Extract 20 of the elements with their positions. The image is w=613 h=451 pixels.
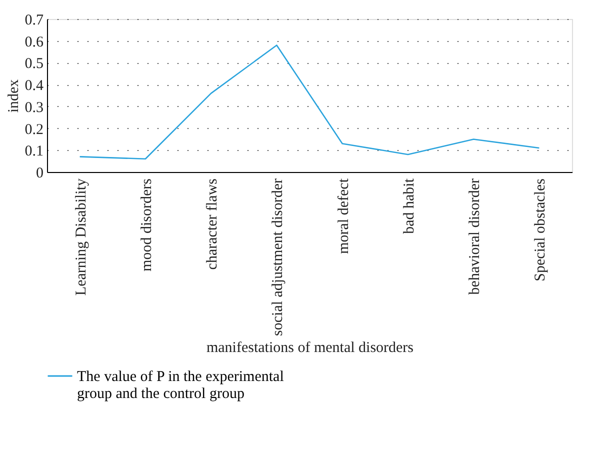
x-tick-label: behavioral disorder bbox=[467, 178, 484, 295]
y-tick-label: 0 bbox=[36, 166, 44, 182]
y-tick-label: 0.2 bbox=[24, 122, 44, 138]
x-axis-title: manifestations of mental disorders bbox=[206, 340, 414, 356]
x-tick-label: bad habit bbox=[401, 178, 418, 234]
y-tick-label: 0.4 bbox=[24, 78, 44, 94]
y-tick-label: 0.1 bbox=[24, 144, 44, 160]
y-tick-label: 0.3 bbox=[24, 100, 44, 116]
x-tick-label: moral defect bbox=[336, 178, 352, 254]
legend-label: The value of P in the experimental group and the control group bbox=[77, 369, 284, 402]
y-axis-title: index bbox=[6, 78, 22, 113]
y-tick-label: 0.7 bbox=[24, 12, 44, 28]
x-tick-label: mood disorders bbox=[138, 178, 155, 272]
x-tick-label: Learning Disability bbox=[73, 178, 90, 296]
x-tick-label: social adjustment disorder bbox=[270, 178, 286, 336]
line-series bbox=[79, 44, 540, 160]
y-tick-label: 0.6 bbox=[24, 34, 44, 50]
y-tick-label: 0.5 bbox=[24, 56, 44, 72]
x-tick-label: character flaws bbox=[204, 178, 221, 270]
x-tick-label: Special obstacles bbox=[532, 178, 549, 282]
